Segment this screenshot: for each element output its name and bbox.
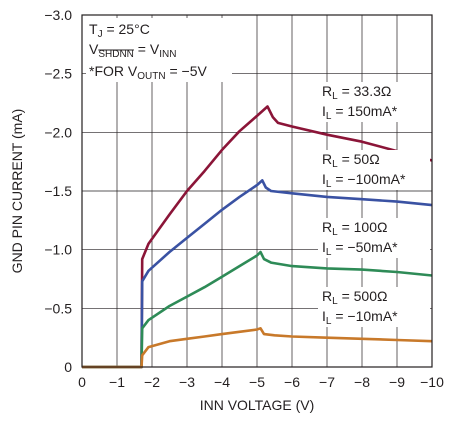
x-tick-label: −6 <box>284 374 300 390</box>
label-rl-50: RL = 50Ω <box>322 151 380 170</box>
y-tick-label: −2.5 <box>44 66 72 82</box>
y-axis-title: GND PIN CURRENT (mA) <box>9 109 25 274</box>
label-il-10: IL = −10mA* <box>322 308 398 327</box>
x-tick-label: −4 <box>214 374 230 390</box>
x-tick-label: −5 <box>249 374 265 390</box>
x-axis-title: INN VOLTAGE (V) <box>200 397 315 413</box>
x-tick-label: −8 <box>354 374 370 390</box>
x-tick-label: −9 <box>389 374 405 390</box>
label-il-150: IL = 150mA* <box>322 103 398 122</box>
x-tick-label: −2 <box>144 374 160 390</box>
label-il-100: IL = −100mA* <box>322 171 406 190</box>
annotation-bg <box>318 218 430 258</box>
series-lines <box>82 105 433 369</box>
x-tick-label: −7 <box>319 374 335 390</box>
y-tick-label: −1.0 <box>44 242 72 258</box>
series-line-1 <box>82 105 433 369</box>
x-tick-label: −10 <box>420 374 444 390</box>
series-line-2 <box>82 179 433 369</box>
series-annotations: RL = 33.3Ω IL = 150mA* RL = 50Ω IL = −10… <box>322 83 406 327</box>
x-tick-label: −1 <box>109 374 125 390</box>
y-tick-label: −2.0 <box>44 124 72 140</box>
y-tick-labels: 0 −0.5 −1.0 −1.5 −2.0 −2.5 −3.0 <box>44 7 72 375</box>
annotation-backgrounds <box>318 82 430 327</box>
series-line-4 <box>82 327 433 369</box>
label-il-50: IL = −50mA* <box>322 239 398 258</box>
y-tick-label: −3.0 <box>44 7 72 23</box>
condition-vout: *FOR VOUTN = −5V <box>89 63 207 82</box>
annotation-bg <box>318 82 430 122</box>
series-line-3 <box>82 250 433 369</box>
x-tick-labels: 0 −1 −2 −3 −4 −5 −6 −7 −8 −9 −10 <box>78 374 444 390</box>
label-rl-500: RL = 500Ω <box>322 288 387 307</box>
label-rl-100: RL = 100Ω <box>322 219 387 238</box>
label-rl-33: RL = 33.3Ω <box>322 83 391 102</box>
y-tick-label: −1.5 <box>44 183 72 199</box>
x-tick-label: −3 <box>179 374 195 390</box>
condition-vshdnn: VSHDNN = VINN <box>89 41 176 60</box>
annotation-bg <box>318 150 430 190</box>
x-tick-label: 0 <box>78 374 86 390</box>
condition-tj: TJ = 25°C <box>89 21 150 40</box>
conditions-block: TJ = 25°C VSHDNN = VINN *FOR VOUTN = −5V <box>86 18 232 82</box>
grid <box>82 15 432 367</box>
y-tick-label: −0.5 <box>44 300 72 316</box>
y-tick-label: 0 <box>64 359 72 375</box>
annotation-bg <box>318 287 430 327</box>
plot-frame <box>81 14 433 368</box>
